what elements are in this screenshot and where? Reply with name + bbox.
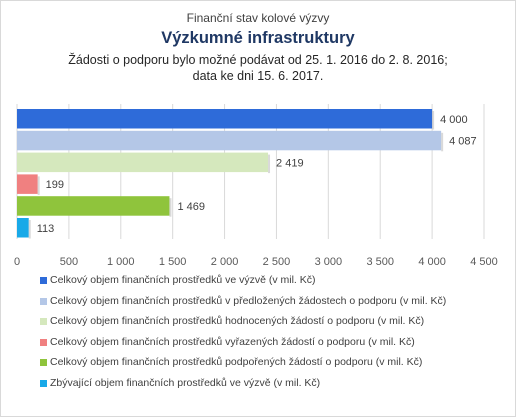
legend-label: Celkový objem finančních prostředků hodn… bbox=[50, 315, 425, 328]
bar-shadow bbox=[37, 176, 40, 195]
x-tick-label: 2 500 bbox=[263, 256, 291, 268]
bar-shadow bbox=[441, 132, 444, 152]
legend-label: Zbývající objem finančních prostředků ve… bbox=[50, 377, 321, 389]
x-tick-label: 3 000 bbox=[315, 256, 343, 268]
legend-label: Celkový objem finančních prostředků podp… bbox=[50, 356, 423, 369]
legend-swatch bbox=[40, 338, 47, 346]
x-tick-label: 2 000 bbox=[211, 256, 239, 268]
bar bbox=[17, 109, 433, 129]
bar bbox=[17, 152, 269, 173]
legend-label: Celkový objem finančních prostředků ve v… bbox=[50, 274, 316, 286]
bar-shadow bbox=[169, 198, 172, 217]
legend-swatch bbox=[40, 277, 47, 284]
legend-swatch bbox=[40, 318, 47, 326]
x-tick-label: 4 000 bbox=[418, 256, 446, 268]
data-label: 199 bbox=[46, 179, 64, 191]
bar-shadow bbox=[28, 220, 31, 239]
bar bbox=[17, 196, 170, 216]
bar-shadow bbox=[268, 154, 271, 174]
bar bbox=[17, 174, 38, 194]
x-tick-label: 0 bbox=[14, 256, 20, 268]
data-label: 4 087 bbox=[449, 136, 477, 148]
chart-title-line-1: Finanční stav kolové výzvy bbox=[186, 11, 330, 25]
x-tick-label: 3 500 bbox=[366, 256, 394, 268]
legend-swatch bbox=[40, 380, 47, 387]
data-label: 2 419 bbox=[276, 157, 304, 169]
data-label: 4 000 bbox=[440, 114, 468, 126]
legend-label: Celkový objem finančních prostředků vyřa… bbox=[50, 335, 415, 348]
x-tick-label: 1 500 bbox=[159, 256, 187, 268]
x-tick-label: 1 000 bbox=[107, 256, 135, 268]
chart-title-main: Výzkumné infrastruktury bbox=[161, 29, 355, 47]
bar bbox=[17, 130, 442, 151]
legend-swatch bbox=[40, 297, 47, 305]
x-tick-label: 4 500 bbox=[470, 256, 498, 268]
legend-label: Celkový objem finančních prostředků v př… bbox=[50, 294, 447, 307]
chart-subtitle-line-1: Žádosti o podporu bylo možné podávat od … bbox=[68, 53, 448, 67]
legend-swatch bbox=[40, 359, 47, 367]
x-tick-label: 500 bbox=[60, 256, 78, 268]
bar-shadow bbox=[432, 111, 435, 130]
data-label: 113 bbox=[37, 223, 55, 235]
chart-subtitle-line-2: data ke dni 15. 6. 2017. bbox=[192, 69, 324, 83]
data-label: 1 469 bbox=[177, 201, 205, 213]
bar bbox=[17, 218, 29, 238]
